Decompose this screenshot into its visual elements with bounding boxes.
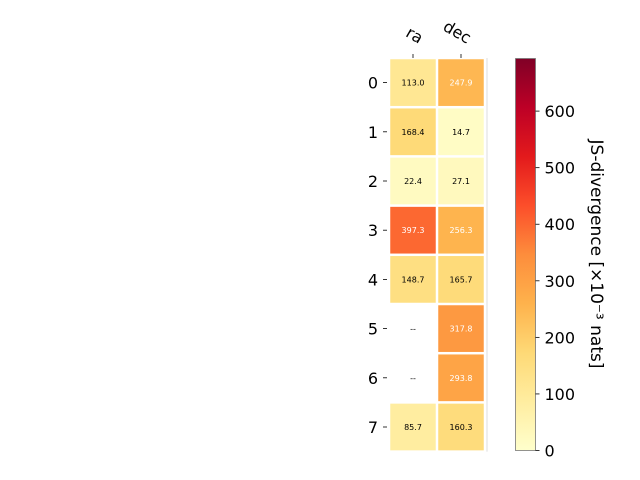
- cell-value-label: 14.7: [452, 128, 470, 137]
- heatmap-cell: [438, 256, 484, 303]
- row-tick-label: 4: [368, 270, 378, 289]
- heatmap-grid: 113.0 247.9 168.4 14.7 22.4 27.1 397.3 256.3 148…: [390, 58, 488, 452]
- colorbar-tick-label: 100: [545, 385, 576, 404]
- cell-value-label: 148.7: [402, 275, 425, 284]
- heatmap-cell: [390, 59, 436, 106]
- colorbar: 0 100 200 300 400 500 600: [515, 58, 576, 461]
- heatmap-cell: [438, 206, 484, 254]
- cell-value-label: 27.1: [452, 177, 470, 186]
- cell-value-label: 85.7: [404, 423, 422, 432]
- cell-value-label: 22.4: [404, 177, 422, 186]
- heatmap-cell: [390, 206, 436, 254]
- cell-missing-label: --: [410, 325, 416, 334]
- cell-value-label: 247.9: [450, 79, 473, 88]
- cell-value-label: 293.8: [450, 374, 473, 383]
- row-tick-label: 7: [368, 418, 378, 437]
- colorbar-tick-label: 600: [545, 102, 576, 121]
- column-tick-label: ra: [403, 23, 427, 48]
- cell-value-label: 113.0: [402, 79, 425, 88]
- heatmap-cell: [390, 403, 436, 451]
- row-tick-label: 0: [368, 74, 378, 93]
- heatmap-cell: [390, 256, 436, 303]
- heatmap-cell: [390, 108, 436, 156]
- heatmap-cell: [438, 59, 484, 106]
- cell-missing-label: --: [410, 374, 416, 383]
- cell-value-label: 397.3: [402, 226, 425, 235]
- heatmap-cell: [438, 305, 484, 352]
- cell-value-label: 168.4: [402, 128, 425, 137]
- row-tick-label: 6: [368, 369, 378, 388]
- heatmap-cell: [438, 354, 484, 402]
- cell-value-label: 160.3: [450, 423, 473, 432]
- colorbar-tick-label: 0: [545, 442, 555, 461]
- row-tick-labels: 0 1 2 3 4 5 6 7: [368, 74, 387, 437]
- row-tick-label: 1: [368, 123, 378, 142]
- column-tick-label: dec: [440, 17, 474, 48]
- colorbar-tick-label: 200: [545, 328, 576, 347]
- heatmap-cell: [438, 108, 484, 156]
- row-tick-label: 5: [368, 320, 378, 339]
- heatmap-cell: [390, 157, 436, 205]
- cell-value-label: 256.3: [450, 226, 473, 235]
- heatmap-cell: [438, 157, 484, 205]
- colorbar-tick-label: 500: [545, 159, 576, 178]
- colorbar-tick-label: 400: [545, 215, 576, 234]
- cell-value-label: 317.8: [450, 325, 473, 334]
- cell-value-label: 165.7: [450, 275, 473, 284]
- row-tick-label: 3: [368, 221, 378, 240]
- column-tick-labels: ra dec: [403, 17, 475, 58]
- heatmap-cell: [438, 403, 484, 451]
- colorbar-gradient: [515, 58, 536, 451]
- colorbar-tick-label: 300: [545, 272, 576, 291]
- row-tick-label: 2: [368, 172, 378, 191]
- colorbar-label: JS-divergence [×10⁻³ nats]: [586, 139, 606, 369]
